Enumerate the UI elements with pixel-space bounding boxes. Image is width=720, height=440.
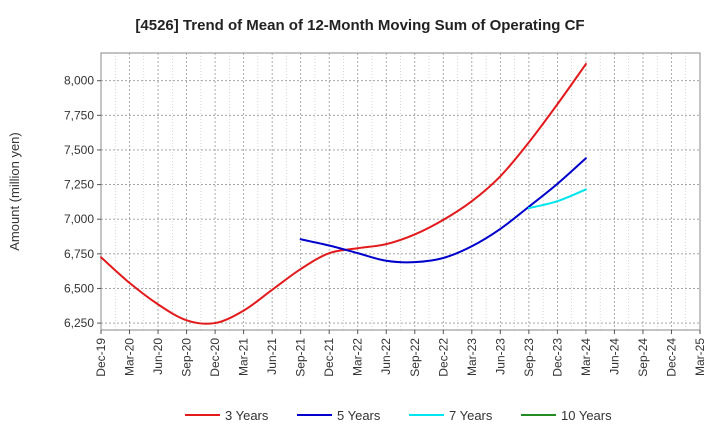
x-tick-label: Jun-20 xyxy=(151,338,165,375)
legend-label-10-years: 10 Years xyxy=(561,408,612,423)
y-axis-label: Amount (million yen) xyxy=(7,132,22,251)
legend: 3 Years 5 Years 7 Years 10 Years xyxy=(185,408,612,423)
plot-area xyxy=(100,52,701,331)
x-tick-label: Jun-24 xyxy=(607,338,621,375)
series-line-7-years xyxy=(527,188,587,210)
series-line-5-years xyxy=(299,157,587,264)
x-tick-label: Jun-22 xyxy=(379,338,393,375)
y-tick-label: 7,000 xyxy=(64,212,94,226)
x-tick-label: Mar-21 xyxy=(237,338,251,376)
x-tick-label: Dec-23 xyxy=(550,338,564,377)
x-tick-label: Dec-19 xyxy=(94,338,108,377)
x-tick-label: Dec-21 xyxy=(322,338,336,377)
y-tick-label: 8,000 xyxy=(64,74,94,88)
y-axis-ticks: 6,250 6,500 6,750 7,000 7,250 7,500 7,750 8,000 xyxy=(64,74,101,330)
series-lines xyxy=(100,63,587,325)
legend-label-5-years: 5 Years xyxy=(337,408,381,423)
y-tick-label: 6,500 xyxy=(64,281,94,295)
x-tick-label: Dec-20 xyxy=(208,338,222,377)
y-tick-label: 7,500 xyxy=(64,143,94,157)
legend-label-7-years: 7 Years xyxy=(449,408,493,423)
x-tick-label: Mar-23 xyxy=(465,338,479,376)
x-tick-label: Mar-22 xyxy=(351,338,365,376)
x-tick-label: Sep-22 xyxy=(408,338,422,377)
y-tick-label: 6,750 xyxy=(64,247,94,261)
x-tick-label: Dec-24 xyxy=(664,338,678,377)
x-tick-label: Sep-20 xyxy=(180,338,194,377)
x-tick-label: Sep-24 xyxy=(636,338,650,377)
x-tick-label: Mar-20 xyxy=(123,338,137,376)
chart-title: [4526] Trend of Mean of 12-Month Moving … xyxy=(135,17,584,34)
y-tick-label: 7,250 xyxy=(64,178,94,192)
x-tick-label: Dec-22 xyxy=(436,338,450,377)
y-tick-label: 7,750 xyxy=(64,108,94,122)
x-axis-ticks: Dec-19 Mar-20 Jun-20 Sep-20 Dec-20 Mar-21 Jun-… xyxy=(94,330,707,377)
legend-label-3-years: 3 Years xyxy=(225,408,269,423)
x-tick-label: Jun-21 xyxy=(265,338,279,375)
x-tick-label: Sep-23 xyxy=(522,338,536,377)
x-tick-label: Mar-24 xyxy=(579,338,593,376)
x-tick-label: Sep-21 xyxy=(294,338,308,377)
x-tick-label: Jun-23 xyxy=(493,338,507,375)
grid xyxy=(100,53,701,330)
x-tick-label: Mar-25 xyxy=(693,338,707,376)
y-tick-label: 6,250 xyxy=(64,316,94,330)
